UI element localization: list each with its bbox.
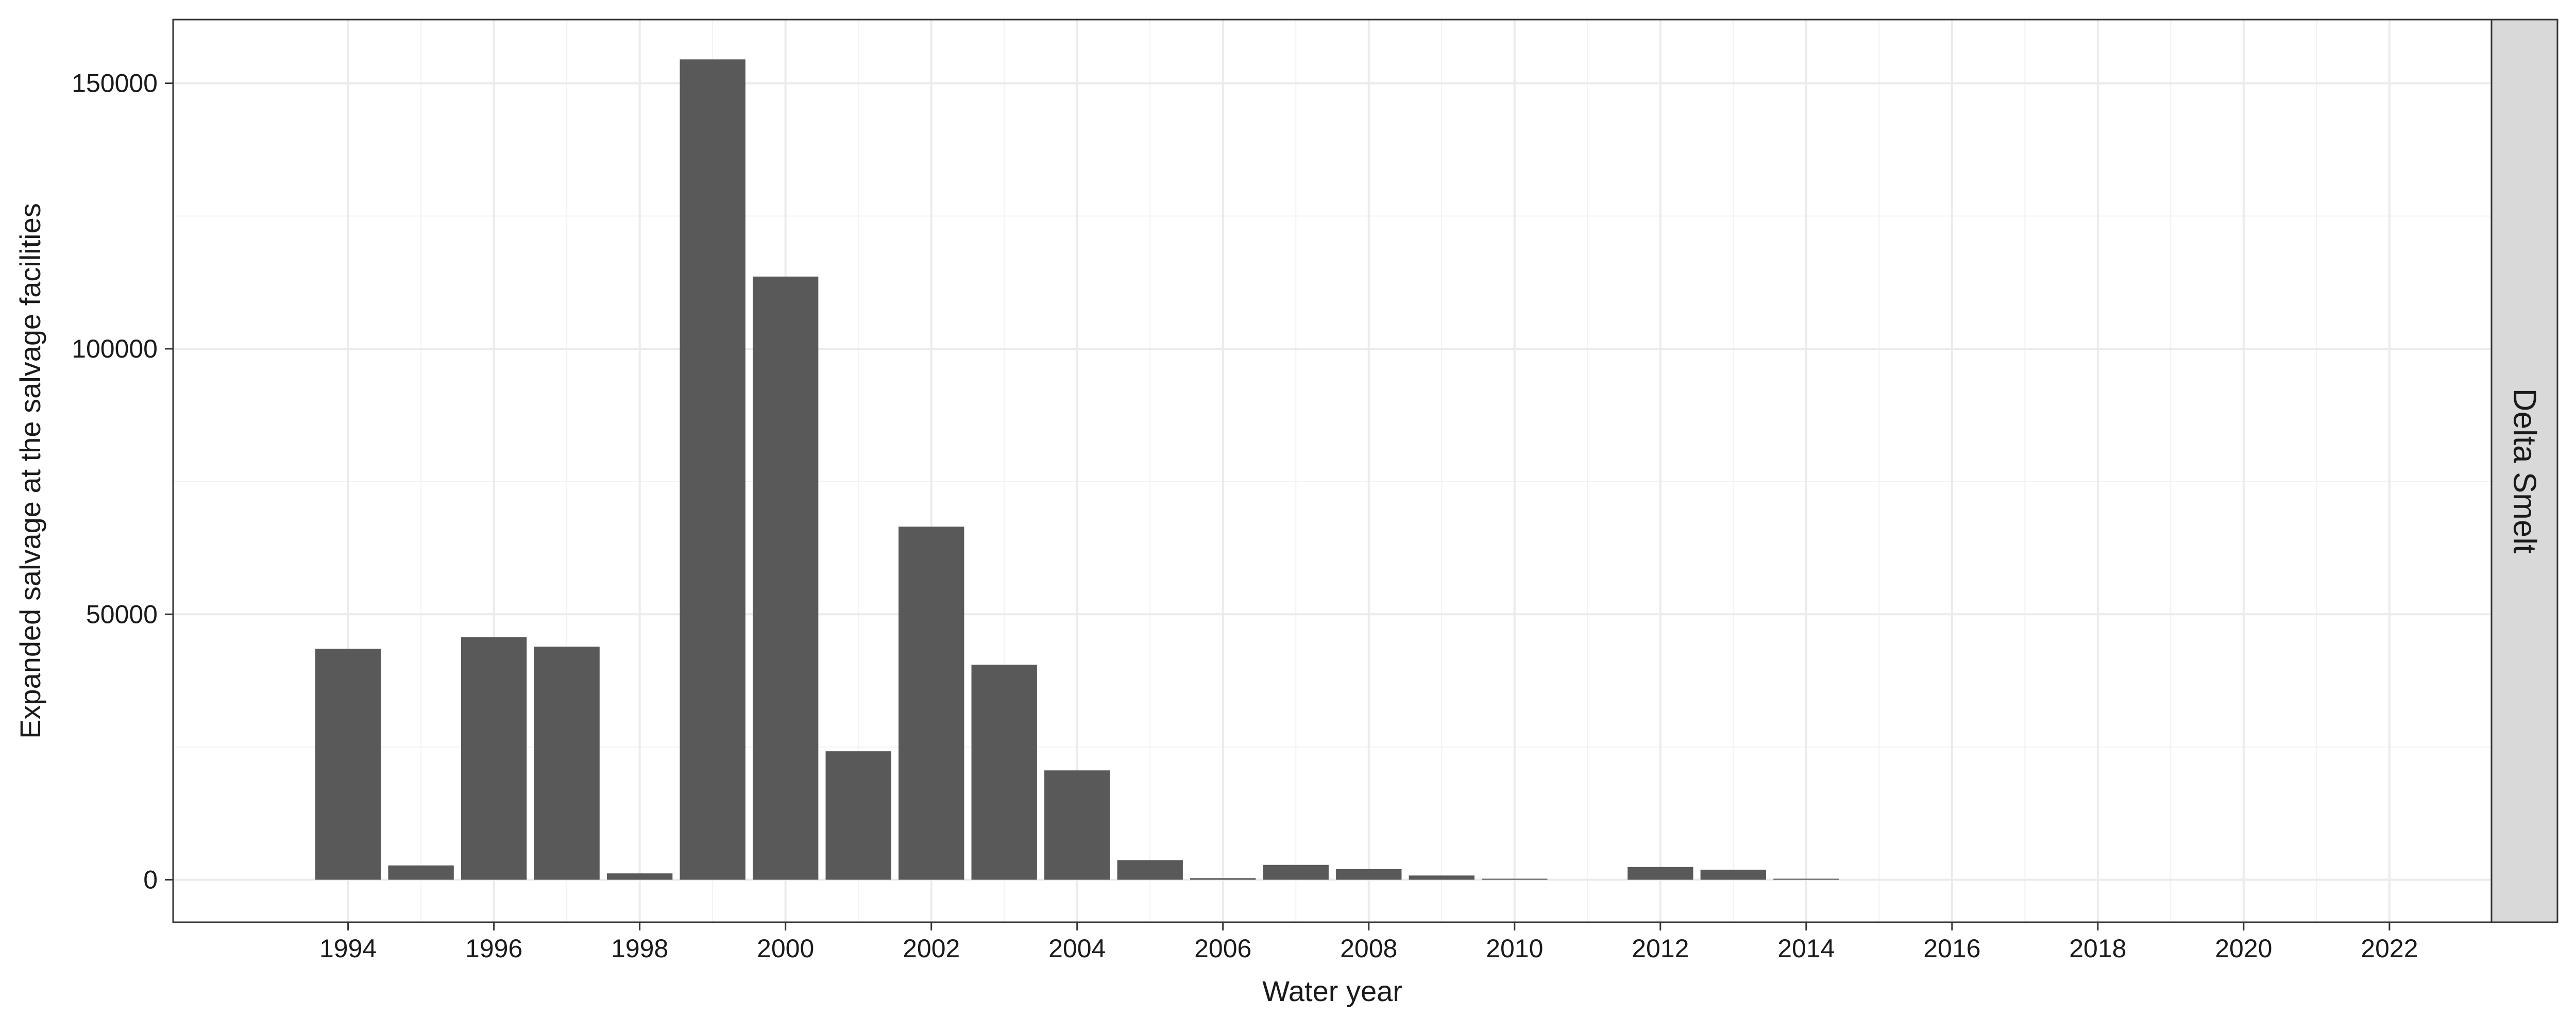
x-tick-label: 2014	[1777, 934, 1835, 963]
x-tick-label: 1996	[465, 934, 522, 963]
bar-2013	[1700, 869, 1766, 880]
bar-1996	[461, 637, 527, 880]
bar-2012	[1628, 867, 1693, 880]
bar-1999	[680, 59, 745, 880]
x-tick-label: 2022	[2361, 934, 2418, 963]
y-axis-title: Expanded salvage at the salvage faciliti…	[14, 203, 46, 739]
x-tick-label: 2020	[2215, 934, 2272, 963]
bars	[315, 59, 1839, 880]
x-tick-label: 2012	[1632, 934, 1689, 963]
y-tick-label: 150000	[72, 69, 158, 98]
y-tick-label: 100000	[72, 334, 158, 363]
facet-strip-background	[2490, 19, 2558, 923]
x-tick-label: 2002	[903, 934, 960, 963]
bar-1994	[315, 649, 381, 880]
x-tick-label: 2010	[1486, 934, 1543, 963]
x-axis: 1994 1996 1998 2000 2002 2004 2006 2008 2010 2012…	[319, 922, 2418, 963]
x-tick-label: 1998	[611, 934, 668, 963]
x-tick-label: 2008	[1340, 934, 1397, 963]
bar-1998	[606, 873, 673, 880]
bar-2014	[1773, 878, 1839, 880]
bar-2008	[1336, 869, 1402, 880]
bar-1997	[534, 647, 600, 880]
y-tick-label: 50000	[86, 600, 158, 629]
x-tick-label: 2006	[1194, 934, 1251, 963]
bar-2006	[1190, 878, 1256, 880]
y-axis: 0 50000 100000 150000	[72, 69, 173, 894]
bar-2010	[1482, 878, 1548, 880]
x-tick-label: 2004	[1048, 934, 1106, 963]
bar-2009	[1409, 875, 1475, 880]
x-tick-label: 1994	[319, 934, 377, 963]
x-tick-label: 2016	[1923, 934, 1980, 963]
bar-1995	[388, 865, 454, 880]
facet-strip-label: Delta Smelt	[2507, 388, 2543, 553]
bar-2005	[1117, 860, 1183, 880]
x-tick-label: 2018	[2069, 934, 2126, 963]
y-tick-label: 0	[143, 866, 158, 894]
facet-strip: Delta Smelt	[2490, 19, 2558, 923]
bar-2004	[1044, 770, 1110, 880]
bar-2002	[899, 527, 964, 880]
bar-2003	[971, 665, 1037, 880]
x-tick-label: 2000	[757, 934, 814, 963]
bar-2000	[753, 276, 819, 880]
bar-2007	[1263, 865, 1329, 880]
bar-2001	[825, 751, 891, 880]
x-axis-title: Water year	[1262, 975, 1402, 1007]
